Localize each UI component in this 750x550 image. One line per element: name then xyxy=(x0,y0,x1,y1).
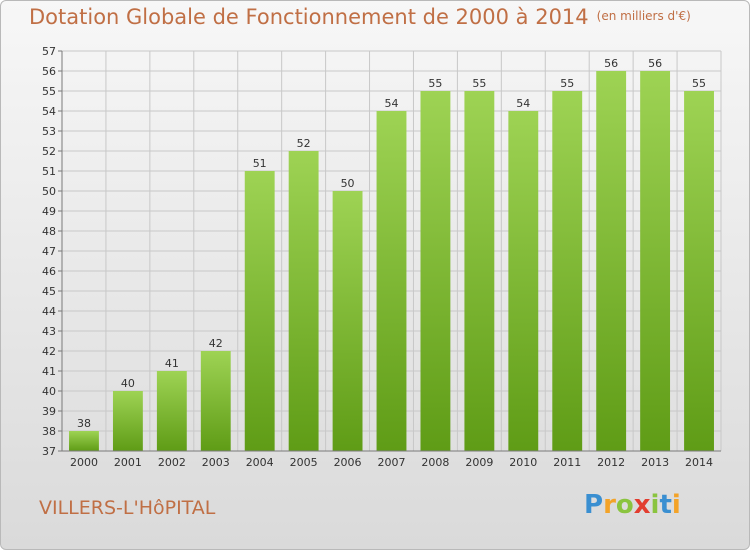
bar-2007 xyxy=(376,111,407,451)
data-label: 55 xyxy=(428,77,442,90)
bar-2000 xyxy=(69,431,99,451)
data-label: 51 xyxy=(253,157,267,170)
bar-2008 xyxy=(420,91,451,451)
x-tick-label: 2013 xyxy=(641,456,669,469)
y-tick-label: 39 xyxy=(42,405,56,418)
bar-2004 xyxy=(244,171,275,451)
y-tick-label: 46 xyxy=(42,265,56,278)
bar-2001 xyxy=(112,391,143,451)
bar-2006 xyxy=(332,191,363,451)
data-label: 55 xyxy=(560,77,574,90)
data-label: 54 xyxy=(516,97,530,110)
x-tick-label: 2002 xyxy=(158,456,186,469)
y-tick-label: 44 xyxy=(42,305,56,318)
x-tick-label: 2010 xyxy=(509,456,537,469)
x-tick-label: 2009 xyxy=(465,456,493,469)
y-tick-label: 38 xyxy=(42,425,56,438)
y-tick-label: 56 xyxy=(42,65,56,78)
x-tick-label: 2014 xyxy=(685,456,713,469)
x-tick-label: 2001 xyxy=(114,456,142,469)
bar-2012 xyxy=(596,71,627,451)
x-tick-label: 2008 xyxy=(421,456,449,469)
y-tick-label: 42 xyxy=(42,345,56,358)
data-label: 50 xyxy=(341,177,355,190)
chart-title-block: Dotation Globale de Fonctionnement de 20… xyxy=(29,7,691,28)
x-tick-label: 2005 xyxy=(290,456,318,469)
x-tick-label: 2000 xyxy=(70,456,98,469)
x-tick-label: 2011 xyxy=(553,456,581,469)
y-tick-label: 41 xyxy=(42,365,56,378)
bars xyxy=(69,71,714,451)
data-label: 55 xyxy=(472,77,486,90)
y-tick-label: 43 xyxy=(42,325,56,338)
chart-title: Dotation Globale de Fonctionnement de 20… xyxy=(29,5,589,29)
bar-2014 xyxy=(684,91,714,451)
y-tick-label: 49 xyxy=(42,205,56,218)
x-tick-label: 2003 xyxy=(202,456,230,469)
data-label: 56 xyxy=(604,57,618,70)
svg-text:Proxiti: Proxiti xyxy=(584,490,681,519)
y-tick-label: 57 xyxy=(42,45,56,58)
y-tick-label: 55 xyxy=(42,85,56,98)
data-label: 54 xyxy=(385,97,399,110)
x-tick-label: 2007 xyxy=(378,456,406,469)
y-tick-label: 48 xyxy=(42,225,56,238)
bar-2005 xyxy=(288,151,319,451)
data-label: 55 xyxy=(692,77,706,90)
x-tick-label: 2006 xyxy=(334,456,362,469)
data-label: 40 xyxy=(121,377,135,390)
chart-unit: (en milliers d'€) xyxy=(596,9,691,23)
bar-2013 xyxy=(640,71,671,451)
axes: 37 38 39 40 41 42 43 44 45 46 47 48 49 50 51 52 53 54 55 56… xyxy=(42,45,721,469)
data-label: 41 xyxy=(165,357,179,370)
bar-2009 xyxy=(464,91,495,451)
y-tick-label: 47 xyxy=(42,245,56,258)
y-tick-label: 54 xyxy=(42,105,56,118)
x-tick-label: 2004 xyxy=(246,456,274,469)
data-label: 56 xyxy=(648,57,662,70)
y-tick-label: 40 xyxy=(42,385,56,398)
y-tick-label: 37 xyxy=(42,445,56,458)
y-tick-label: 52 xyxy=(42,145,56,158)
data-label: 52 xyxy=(297,137,311,150)
bar-2003 xyxy=(200,351,231,451)
y-tick-label: 50 xyxy=(42,185,56,198)
bar-2002 xyxy=(156,371,187,451)
proxiti-logo: Proxiti xyxy=(584,490,681,519)
y-tick-label: 53 xyxy=(42,125,56,138)
place-name: VILLERS-L'HôPITAL xyxy=(39,497,216,519)
bar-2011 xyxy=(552,91,583,451)
data-labels: 38 40 41 42 51 52 50 54 55 55 54 55 56 56 55 xyxy=(77,57,706,430)
x-tick-label: 2012 xyxy=(597,456,625,469)
bar-2010 xyxy=(508,111,539,451)
data-label: 42 xyxy=(209,337,223,350)
data-label: 38 xyxy=(77,417,91,430)
y-tick-label: 51 xyxy=(42,165,56,178)
y-tick-label: 45 xyxy=(42,285,56,298)
